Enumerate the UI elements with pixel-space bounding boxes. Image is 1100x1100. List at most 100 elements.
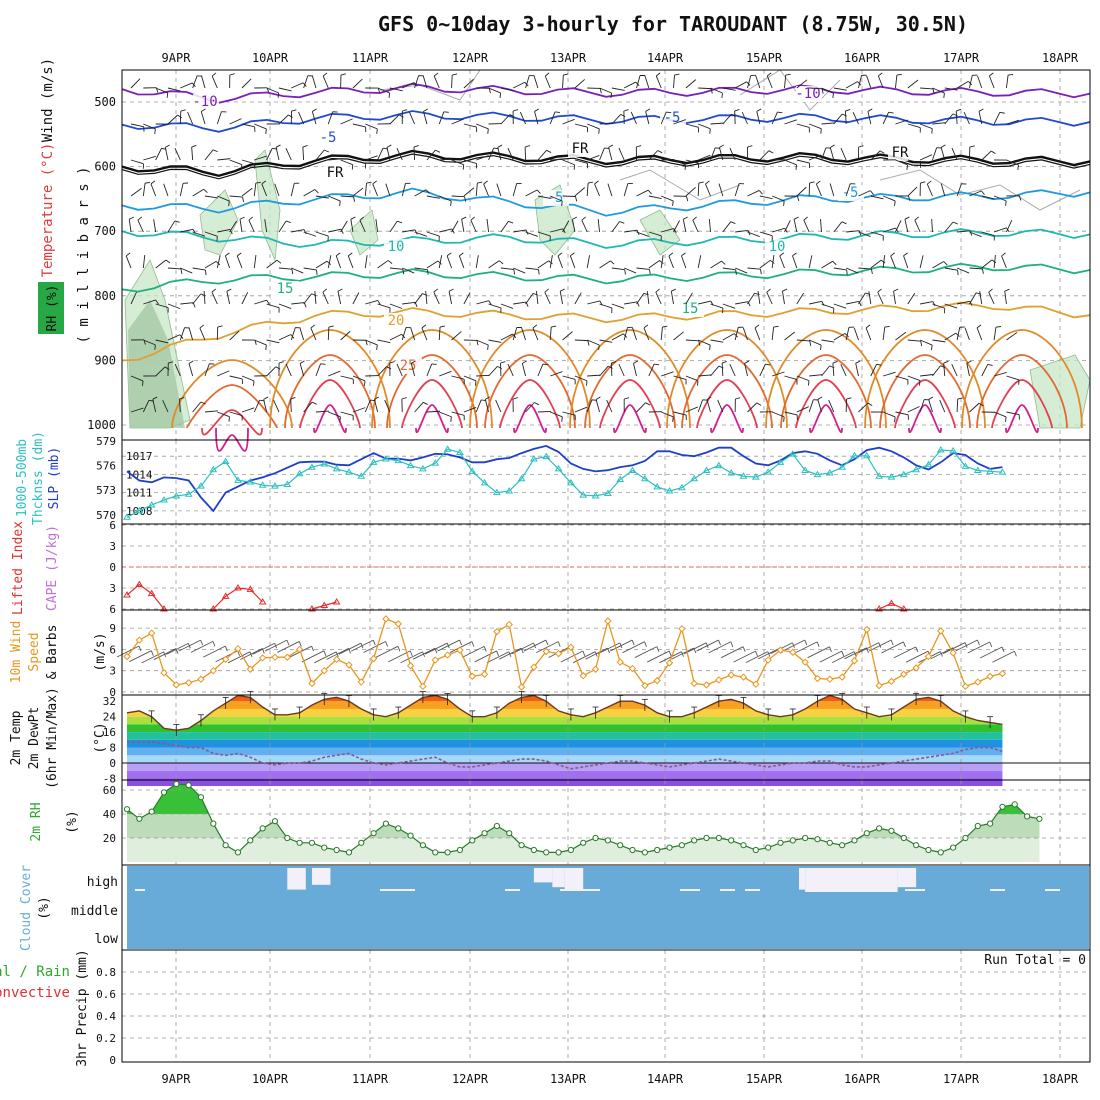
wind-barb-flag [425, 189, 430, 194]
wind-barb [981, 231, 995, 236]
wind-barb [278, 114, 289, 125]
wind-barb [729, 363, 736, 377]
thickness-marker [739, 472, 748, 479]
wind-barb-flag [779, 252, 785, 257]
wind-barb [229, 195, 243, 198]
wind-barb-flag [932, 301, 936, 307]
wind-barb [817, 399, 822, 413]
wind-barb [722, 267, 736, 271]
wind-barb-flag [402, 109, 408, 112]
lifted-marker [221, 592, 230, 599]
wind-barb-flag [448, 288, 454, 292]
wind-barb [377, 87, 390, 94]
wind-barb [624, 267, 637, 274]
wind-barb [224, 255, 231, 269]
rh2m-marker [987, 820, 994, 827]
surface-wind-barb-flag [1014, 651, 1017, 657]
wind-barb [562, 159, 575, 166]
wind-barb-flag [931, 344, 933, 351]
wind-barb [167, 87, 181, 92]
wind-barb [988, 291, 995, 305]
wind-barb-flag [914, 216, 919, 221]
wind-barb [364, 183, 368, 197]
surface-wind-barb-flag [977, 639, 980, 646]
wind-barb [747, 402, 758, 413]
wind-barb [414, 189, 427, 197]
wind-barb [328, 228, 342, 233]
temperature-axis-label: Temperature (°C) [40, 143, 56, 278]
wind-barb [661, 228, 674, 233]
wind-barb [463, 78, 474, 89]
wind-barb [562, 331, 573, 341]
wind-barb [426, 260, 439, 269]
wind-barb [174, 363, 181, 377]
wind-barb [414, 231, 427, 237]
wind-barb [870, 231, 884, 237]
wind-barb-flag [792, 252, 797, 257]
cloud-high-clear [564, 868, 584, 890]
wind-barb [993, 112, 1001, 125]
wind-speed-marker [850, 657, 859, 665]
surface-wind-barb [955, 639, 978, 652]
wind-barb [201, 75, 206, 89]
wind-barb [226, 291, 231, 305]
surface-wind-barb [856, 642, 880, 655]
wind-barb [521, 363, 526, 377]
rh2m-marker [752, 846, 759, 854]
wind-barb [217, 158, 231, 161]
wind-speed-marker [776, 646, 785, 654]
wind-barb-flag [943, 360, 949, 364]
wind-barb [266, 303, 280, 309]
wind-speed-marker [517, 683, 526, 691]
wind-barb [433, 291, 440, 305]
wind-speed-marker [789, 648, 797, 656]
wind-barb [1006, 219, 1013, 233]
wind-speed-marker [591, 665, 600, 673]
wind-barb [439, 228, 452, 233]
wind-barb-flag [867, 108, 873, 112]
wind-barb-flag [291, 269, 294, 275]
wind-barb-flag [499, 260, 504, 265]
wind-barb [408, 111, 416, 125]
rh-shade-dark [128, 300, 185, 428]
rh2m-marker [197, 794, 205, 801]
wind-barb-flag [560, 288, 565, 292]
wind-barb [414, 402, 424, 413]
wind-barb [192, 75, 198, 89]
surface-wind-barb [992, 650, 1015, 663]
rh-tick-label: 60 [103, 784, 116, 797]
wind-barb-flag [586, 380, 588, 386]
wind-barb [266, 259, 278, 269]
wind-barb [890, 255, 896, 269]
wind-barb-flag [372, 180, 377, 185]
wind-barb [919, 154, 933, 161]
wind-barb [155, 148, 162, 161]
wind-speed-marker [998, 669, 1007, 678]
rh2m-marker [284, 834, 291, 842]
wind-barb [981, 195, 995, 200]
thickness-marker [961, 462, 970, 469]
wind-speed-marker [961, 682, 970, 691]
wind-barb [821, 303, 834, 309]
rh2m-marker [370, 830, 377, 837]
wind-barb [507, 147, 514, 161]
wind-barb [130, 292, 137, 305]
surface-wind-barb [437, 639, 460, 652]
wind-barb [192, 188, 205, 197]
temp2m-label: 2m Temp [9, 710, 24, 765]
wind-barb [278, 87, 292, 92]
pressure-tick-label: 700 [94, 224, 116, 238]
wind-barb-flag [734, 109, 740, 112]
isotherm-label-bg [796, 86, 822, 102]
wind-barb [315, 260, 328, 269]
wind-barb-flag [858, 145, 864, 148]
wind-barb-flag [387, 260, 393, 264]
wind-barb [821, 260, 833, 269]
wind-speed-marker [838, 673, 846, 681]
wind-speed-marker [912, 664, 920, 672]
wind-barb [519, 111, 526, 125]
surface-wind-barb [745, 651, 769, 664]
wind-barb-flag [561, 200, 563, 207]
wind-barb [858, 231, 871, 238]
wind-barb-flag [499, 92, 502, 98]
